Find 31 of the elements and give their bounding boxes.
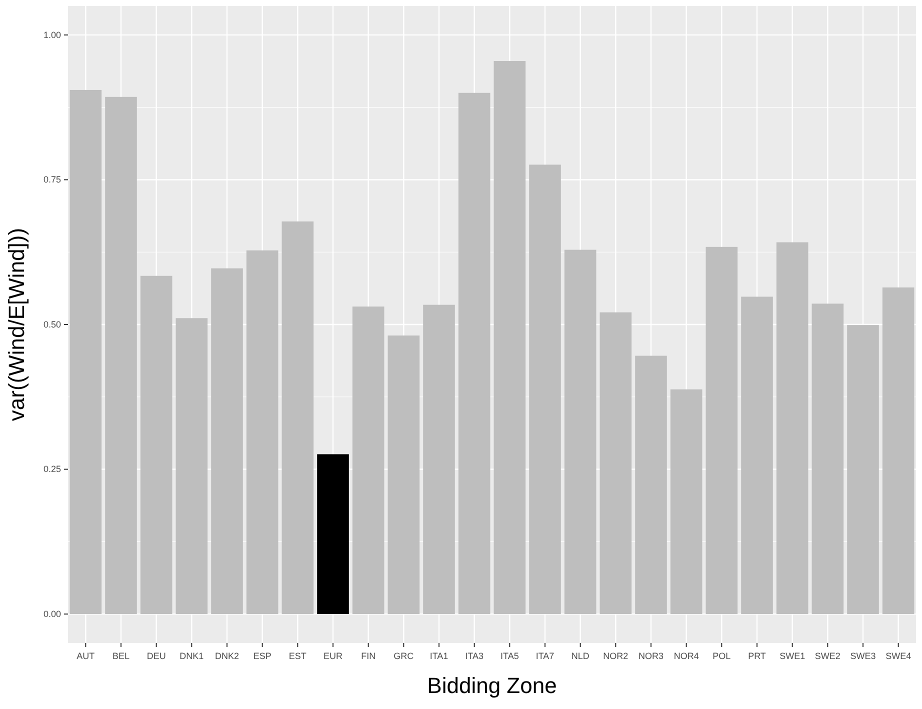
x-tick-label: NOR2 [603, 651, 628, 661]
x-tick-label: NOR4 [674, 651, 699, 661]
x-tick-label: NLD [571, 651, 590, 661]
y-axis-title: var((Wind/E[Wind])) [4, 228, 29, 422]
x-tick-label: SWE2 [814, 651, 840, 661]
y-tick-label: 1.00 [43, 30, 61, 40]
x-tick-label: FIN [361, 651, 376, 661]
x-tick-label: PRT [748, 651, 766, 661]
x-tick-label: EST [288, 651, 307, 661]
x-tick-label: ITA5 [500, 651, 519, 661]
x-tick-label: DNK1 [180, 651, 204, 661]
x-tick-label: POL [712, 651, 731, 661]
x-tick-label: DNK2 [214, 651, 240, 661]
y-tick-label: 0.25 [43, 464, 61, 474]
x-tick-label: SWE1 [780, 651, 806, 661]
x-tick-label: ITA3 [465, 651, 484, 661]
y-tick-label: 0.00 [43, 608, 61, 619]
x-tick-label: EUR [323, 651, 343, 661]
x-tick-label: SWE4 [886, 651, 912, 661]
x-axis-title: Bidding Zone [427, 673, 557, 698]
y-tick-label: 0.75 [43, 174, 61, 185]
x-tick-label: DEU [146, 651, 166, 661]
x-tick-label: AUT [76, 651, 96, 661]
x-tick-label: ESP [253, 651, 272, 661]
x-tick-label: ITA7 [536, 651, 554, 661]
x-tick-label: GRC [394, 651, 414, 661]
y-tick-label: 0.50 [43, 319, 61, 330]
x-tick-label: ITA1 [430, 651, 448, 661]
x-tick-label: BEL [112, 651, 130, 661]
x-tick-label: SWE3 [850, 651, 876, 661]
x-tick-label: NOR3 [638, 651, 664, 661]
